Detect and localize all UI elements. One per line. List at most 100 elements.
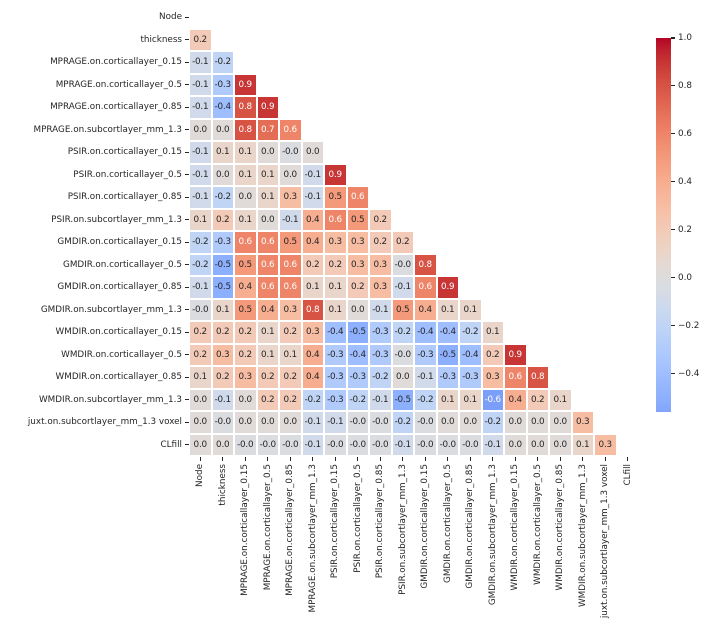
heatmap-cell: -0.1	[279, 208, 302, 231]
heatmap-cell: 0.0	[301, 141, 324, 164]
heatmap-cell: 0.6	[414, 276, 437, 299]
heatmap-cell: 0.5	[279, 231, 302, 254]
x-tick-label: PSIR.on.corticallayer_0.85	[375, 464, 385, 579]
heatmap-cell: -0.0	[346, 433, 369, 456]
heatmap-cell: -0.1	[391, 433, 414, 456]
x-tick-mark	[514, 456, 516, 461]
heatmap-cell: -0.2	[391, 411, 414, 434]
heatmap-cell: 0.2	[391, 231, 414, 254]
x-tick-mark	[492, 456, 494, 461]
y-tick-mark	[185, 354, 189, 356]
heatmap-cell: -0.1	[481, 433, 504, 456]
heatmap-cell: -0.0	[414, 411, 437, 434]
y-tick-mark	[185, 309, 189, 311]
x-tick-label: GMDIR.on.corticallayer_0.85	[465, 464, 475, 589]
y-tick-label: PSIR.on.corticallayer_0.5	[73, 169, 182, 180]
heatmap-cell: 0.4	[301, 343, 324, 366]
heatmap-cell: -0.4	[211, 96, 234, 119]
y-tick-mark	[185, 241, 189, 243]
colorbar-tick-label: 0.2	[678, 224, 692, 235]
y-tick-mark	[185, 219, 189, 221]
heatmap-cell: 0.1	[189, 208, 212, 231]
y-tick-mark	[185, 84, 189, 86]
x-tick-label: juxt.on.subcortlayer_mm_1.3 voxel	[600, 464, 610, 619]
heatmap-cell: 0.6	[346, 186, 369, 209]
heatmap-cell: 0.2	[256, 388, 279, 411]
heatmap-cell: 0.6	[504, 366, 527, 389]
heatmap-cell: 0.1	[481, 321, 504, 344]
heatmap-cell: 0.2	[481, 343, 504, 366]
x-tick-mark	[334, 456, 336, 461]
heatmap-cell: 0.2	[324, 253, 347, 276]
heatmap-cell: -0.0	[369, 411, 392, 434]
y-tick-label: WMDIR.on.corticallayer_0.15	[55, 327, 182, 337]
colorbar-tick-label: 1.0	[678, 33, 692, 43]
heatmap-cell: -0.2	[414, 388, 437, 411]
heatmap-cell: 0.0	[256, 141, 279, 164]
x-tick-mark	[199, 456, 201, 461]
y-tick-label: PSIR.on.subcortlayer_mm_1.3	[51, 214, 182, 225]
y-tick-label: MPRAGE.on.subcortlayer_mm_1.3	[33, 124, 182, 135]
heatmap-cell: 0.0	[279, 163, 302, 186]
heatmap-cell: 0.6	[324, 208, 347, 231]
heatmap-cell: -0.4	[414, 321, 437, 344]
heatmap-cell: 0.3	[324, 231, 347, 254]
heatmap-cell: -0.0	[279, 433, 302, 456]
heatmap-cell: -0.5	[346, 321, 369, 344]
heatmap-cell: 0.8	[414, 253, 437, 276]
y-tick-label: MPRAGE.on.corticallayer_0.85	[50, 102, 182, 112]
heatmap-cell: -0.5	[391, 388, 414, 411]
colorbar-tick-mark	[671, 133, 675, 135]
heatmap-cell: 0.0	[346, 298, 369, 321]
heatmap-cell: -0.0	[324, 433, 347, 456]
y-tick-label: PSIR.on.corticallayer_0.85	[67, 192, 182, 202]
x-tick-label: WMDIR.on.corticallayer_0.15	[510, 464, 520, 591]
heatmap-cell: -0.0	[189, 298, 212, 321]
heatmap-cell: 0.0	[504, 411, 527, 434]
colorbar-tick-mark	[671, 373, 675, 375]
heatmap-cell: 0.0	[211, 433, 234, 456]
x-tick-mark	[312, 456, 314, 461]
heatmap-cell: 0.1	[459, 388, 482, 411]
heatmap-cell: -0.3	[324, 343, 347, 366]
heatmap-cell: -0.2	[189, 231, 212, 254]
heatmap-cell: 0.7	[256, 118, 279, 141]
x-tick-label: MPRAGE.on.corticallayer_0.15	[240, 464, 250, 596]
heatmap-cell: 0.6	[256, 276, 279, 299]
heatmap-cell: 0.2	[369, 208, 392, 231]
heatmap-cell: -0.3	[369, 343, 392, 366]
y-tick-label: MPRAGE.on.corticallayer_0.5	[55, 79, 182, 90]
heatmap-cell: -0.3	[459, 366, 482, 389]
heatmap-cell: 0.2	[211, 321, 234, 344]
y-tick-mark	[185, 61, 189, 63]
heatmap-cell: 0.1	[256, 321, 279, 344]
heatmap-cell: 0.8	[301, 298, 324, 321]
heatmap-cell: -0.2	[481, 411, 504, 434]
heatmap-cell: -0.3	[324, 366, 347, 389]
heatmap-cell: 0.1	[256, 186, 279, 209]
y-tick-label: juxt.on.subcortlayer_mm_1.3 voxel	[27, 417, 182, 427]
heatmap-cell: 0.1	[324, 276, 347, 299]
heatmap-cell: 0.0	[549, 411, 572, 434]
heatmap-cell: -0.0	[391, 343, 414, 366]
heatmap-cell: 0.1	[301, 276, 324, 299]
heatmap-cell: 0.2	[189, 321, 212, 344]
x-tick-mark	[604, 456, 606, 461]
x-tick-mark	[447, 456, 449, 461]
heatmap-cell: 0.4	[234, 276, 257, 299]
heatmap-cell: 0.2	[369, 231, 392, 254]
heatmap-cell: -0.1	[211, 388, 234, 411]
heatmap-cell: 0.2	[301, 253, 324, 276]
colorbar-tick-label: −0.2	[678, 320, 700, 331]
heatmap-cell: -0.0	[211, 411, 234, 434]
x-tick-label: WMDIR.on.corticallayer_0.85	[555, 464, 565, 591]
heatmap-cell: -0.0	[391, 253, 414, 276]
heatmap-cell: 0.3	[481, 366, 504, 389]
heatmap-cell: -0.0	[414, 433, 437, 456]
heatmap-cell: 0.0	[504, 433, 527, 456]
y-tick-mark	[185, 399, 189, 401]
heatmap-cell: 0.3	[301, 321, 324, 344]
y-tick-label: Node	[159, 12, 182, 22]
heatmap-cell: -0.3	[211, 73, 234, 96]
heatmap-cell: 0.4	[504, 388, 527, 411]
